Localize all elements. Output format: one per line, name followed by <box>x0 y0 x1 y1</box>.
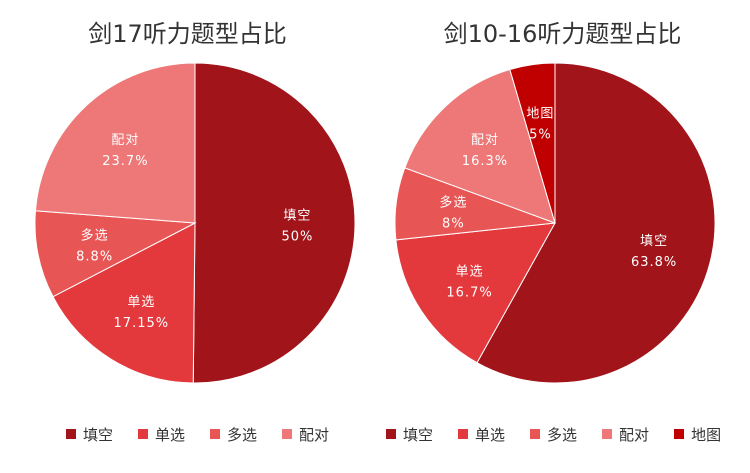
legend1-label-fill-blank: 填空 <box>83 425 114 444</box>
pie1-label-fill-blank: 填空 <box>283 209 311 224</box>
legend1-swatch-single-choice <box>138 429 149 439</box>
legend2-label-matching: 配对 <box>619 425 650 444</box>
legend2-item-map: 地图 <box>674 424 721 445</box>
pie2-slice-map <box>509 62 556 224</box>
legend2-label-multiple-choice: 多选 <box>547 425 578 444</box>
legend1-swatch-multiple-choice <box>210 429 221 439</box>
legend1-label-matching: 配对 <box>299 425 330 444</box>
pie2-label-fill-blank: 填空 <box>640 234 668 249</box>
pie2-slice-single-choice <box>395 222 556 364</box>
legend2-item-single-choice: 单选 <box>458 424 505 445</box>
pie2-label-map: 地图 <box>526 107 554 122</box>
pie1-slice-fill-blank <box>192 62 356 384</box>
pie2-slice-matching <box>404 68 556 224</box>
legend2-swatch-matching <box>602 429 613 439</box>
pie1-slice-multiple-choice <box>34 210 197 298</box>
legend2-swatch-multiple-choice <box>530 429 541 439</box>
pie2-label-multiple-choice: 多选 <box>439 194 467 210</box>
pie1-value-matching: 23.7% <box>102 154 148 169</box>
legend1-swatch-fill-blank <box>66 429 76 439</box>
pie2-value-multiple-choice: 8% <box>442 216 465 231</box>
legend1-label-multiple-choice: 多选 <box>227 425 258 444</box>
pie2-value-fill-blank: 63.8% <box>631 255 677 270</box>
pie2-value-map: 5% <box>529 128 552 143</box>
legend1-label-single-choice: 单选 <box>155 425 186 444</box>
pie1-value-single-choice: 17.15% <box>114 316 170 331</box>
legend1-item-matching: 配对 <box>282 424 329 445</box>
legend2-swatch-fill-blank <box>386 429 396 439</box>
legend2-label-single-choice: 单选 <box>475 425 506 444</box>
pie1-label-single-choice: 单选 <box>127 295 155 310</box>
pie1-value-fill-blank: 50% <box>281 230 313 245</box>
pie1-label-multiple-choice: 多选 <box>81 227 109 243</box>
legend2-item-multiple-choice: 多选 <box>530 424 577 445</box>
legend2-item-fill-blank: 填空 <box>386 424 433 445</box>
pie2-value-single-choice: 16.7% <box>446 285 492 300</box>
pie2-slice-fill-blank <box>476 62 716 384</box>
legend1-swatch-matching <box>282 429 293 439</box>
legend-right: 填空 单选 多选 配对 地图 <box>386 424 721 444</box>
pie1-slice-single-choice <box>52 222 196 384</box>
legend2-item-matching: 配对 <box>602 424 649 445</box>
chart-title-left: 剑17听力题型占比 <box>88 20 287 48</box>
legend1-item-fill-blank: 填空 <box>66 424 113 445</box>
pie1-slice-matching <box>34 62 196 224</box>
legend2-label-map: 地图 <box>691 425 722 444</box>
legend1-item-single-choice: 单选 <box>138 424 185 445</box>
pie2-value-matching: 16.3% <box>462 154 508 169</box>
pie2-label-matching: 配对 <box>471 133 499 148</box>
legend1-item-multiple-choice: 多选 <box>210 424 257 445</box>
legend2-swatch-single-choice <box>458 429 469 439</box>
pie2-label-single-choice: 单选 <box>456 264 484 279</box>
pie1-label-matching: 配对 <box>111 133 139 148</box>
pie1-value-multiple-choice: 8.8% <box>76 249 113 264</box>
legend2-swatch-map <box>674 429 685 439</box>
chart-title-right: 剑10-16听力题型占比 <box>443 20 682 48</box>
legend-left: 填空 单选 多选 配对 <box>66 424 329 444</box>
legend2-label-fill-blank: 填空 <box>403 425 434 444</box>
